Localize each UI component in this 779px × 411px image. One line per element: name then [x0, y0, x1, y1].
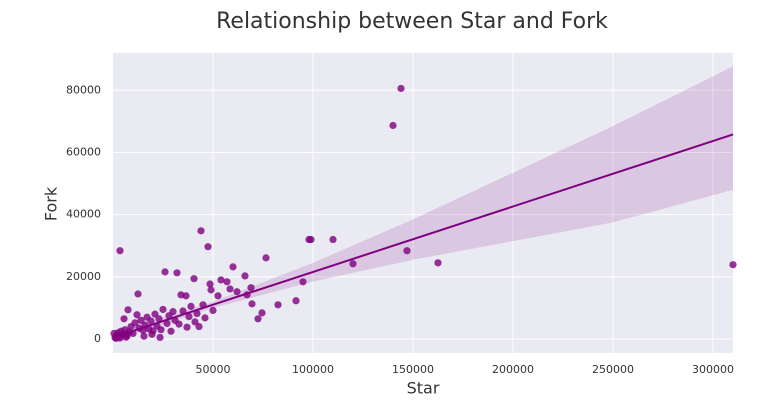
chart-title: Relationship between Star and Fork: [216, 9, 608, 34]
point: [163, 319, 171, 328]
x-tick-label: 300000: [692, 363, 734, 376]
regression-line: [112, 133, 734, 339]
point: [131, 319, 139, 327]
x-axis-label: Star: [407, 379, 440, 398]
point: [292, 297, 300, 305]
point: [262, 254, 270, 262]
point: [179, 307, 187, 315]
point: [187, 302, 195, 310]
point: [157, 326, 165, 334]
point: [151, 310, 159, 318]
point: [217, 276, 225, 284]
point: [201, 314, 209, 322]
point: [299, 278, 307, 286]
point: [389, 121, 397, 130]
point: [148, 330, 156, 338]
point: [110, 329, 118, 338]
point: [122, 333, 130, 341]
point: [185, 313, 193, 321]
point: [214, 292, 222, 300]
point: [147, 317, 155, 325]
point: [190, 275, 198, 283]
y-tick-label: 60000: [66, 145, 101, 158]
point: [120, 315, 128, 323]
point: [223, 278, 231, 286]
point: [209, 306, 217, 315]
y-tick-label: 40000: [66, 208, 101, 221]
point: [175, 320, 183, 328]
point: [156, 333, 164, 342]
point: [155, 315, 163, 323]
point: [207, 286, 215, 294]
point: [248, 300, 256, 308]
point: [169, 308, 177, 316]
point: [173, 269, 181, 277]
point: [258, 309, 266, 317]
point: [195, 322, 203, 331]
point: [247, 284, 255, 292]
point: [204, 243, 212, 251]
point: [124, 306, 132, 314]
x-tick-label: 100000: [292, 363, 334, 376]
point: [233, 288, 241, 296]
point: [159, 305, 167, 314]
point: [167, 327, 175, 335]
point: [137, 316, 145, 324]
point: [349, 260, 357, 268]
confidence-band: [113, 66, 733, 342]
point: [403, 247, 411, 255]
point: [116, 247, 124, 255]
x-tick-label: 200000: [492, 363, 534, 376]
point: [307, 235, 315, 244]
point: [397, 84, 405, 93]
point: [226, 285, 234, 293]
point: [329, 235, 337, 244]
x-tick-label: 50000: [196, 363, 231, 376]
y-tick-label: 0: [94, 332, 101, 345]
point: [229, 263, 237, 271]
y-tick-label: 80000: [66, 83, 101, 96]
point: [191, 318, 199, 326]
point: [241, 272, 249, 280]
point: [434, 259, 442, 267]
point: [197, 227, 205, 235]
point: [206, 280, 214, 288]
point: [134, 290, 142, 298]
x-tick-label: 250000: [592, 363, 634, 376]
point: [177, 291, 185, 299]
y-axis-label: Fork: [42, 186, 61, 221]
point: [133, 311, 141, 319]
y-tick-label: 20000: [66, 270, 101, 283]
point: [161, 268, 169, 276]
point: [729, 261, 737, 269]
point: [254, 315, 262, 323]
point: [183, 323, 191, 331]
point: [193, 309, 201, 318]
point: [274, 301, 282, 309]
x-tick-label: 150000: [392, 363, 434, 376]
point: [140, 332, 148, 340]
